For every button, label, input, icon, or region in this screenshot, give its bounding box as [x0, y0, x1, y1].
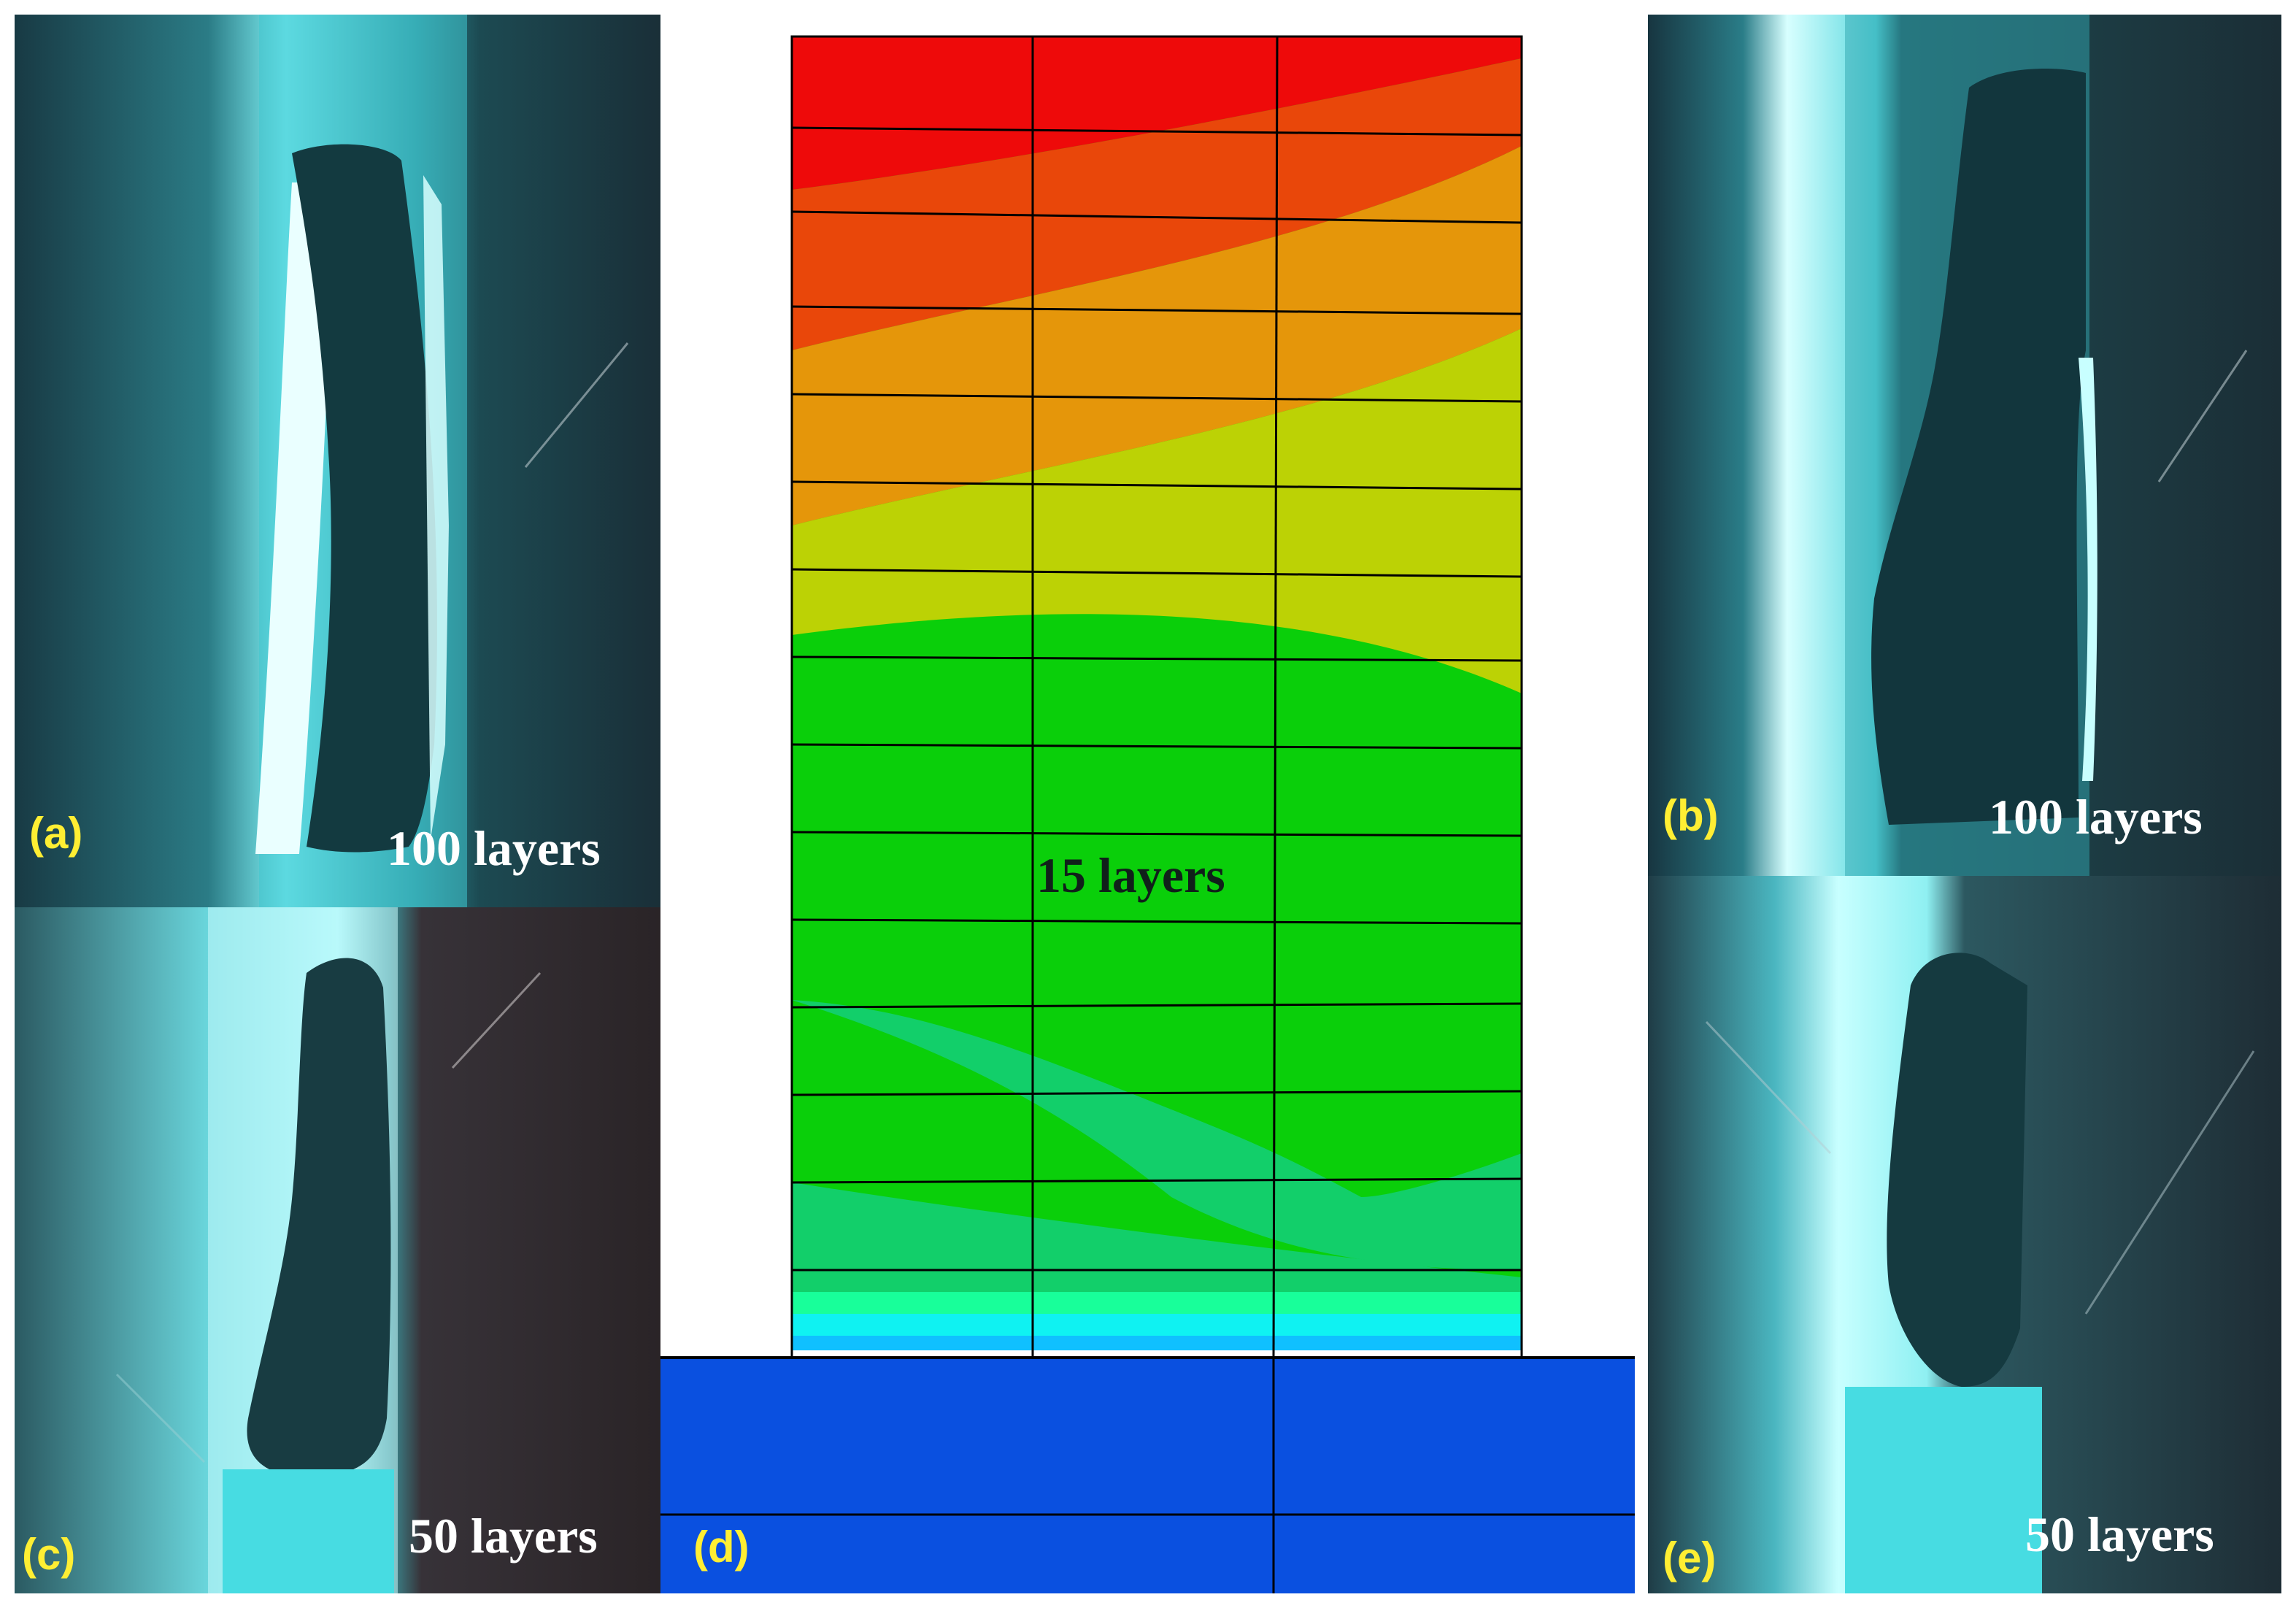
panel-b-image [1648, 15, 2281, 876]
panel-a-image [15, 15, 660, 907]
panel-b-tag: (b) [1663, 791, 1719, 840]
panel-c-image [15, 907, 660, 1593]
panel-a-photo [15, 15, 660, 907]
panel-a-caption: 100 layers [387, 820, 601, 876]
panel-e-image [1648, 876, 2281, 1593]
panel-d-caption: 15 layers [1036, 847, 1225, 903]
panel-e-photo [1648, 876, 2281, 1593]
panel-c-tag: (c) [22, 1530, 76, 1579]
panel-b-photo [1648, 15, 2281, 876]
panel-c-caption: 50 layers [409, 1508, 598, 1563]
panel-e-tag: (e) [1663, 1534, 1717, 1582]
panel-e-caption: 50 layers [2025, 1507, 2214, 1562]
panel-b-caption: 100 layers [1989, 789, 2203, 845]
panel-a-tag: (a) [29, 809, 83, 858]
panel-d-simulation [660, 15, 1635, 1593]
panel-c-photo [15, 907, 660, 1593]
panel-d-contour-plot [660, 15, 1635, 1593]
panel-d-tag: (d) [693, 1523, 750, 1572]
